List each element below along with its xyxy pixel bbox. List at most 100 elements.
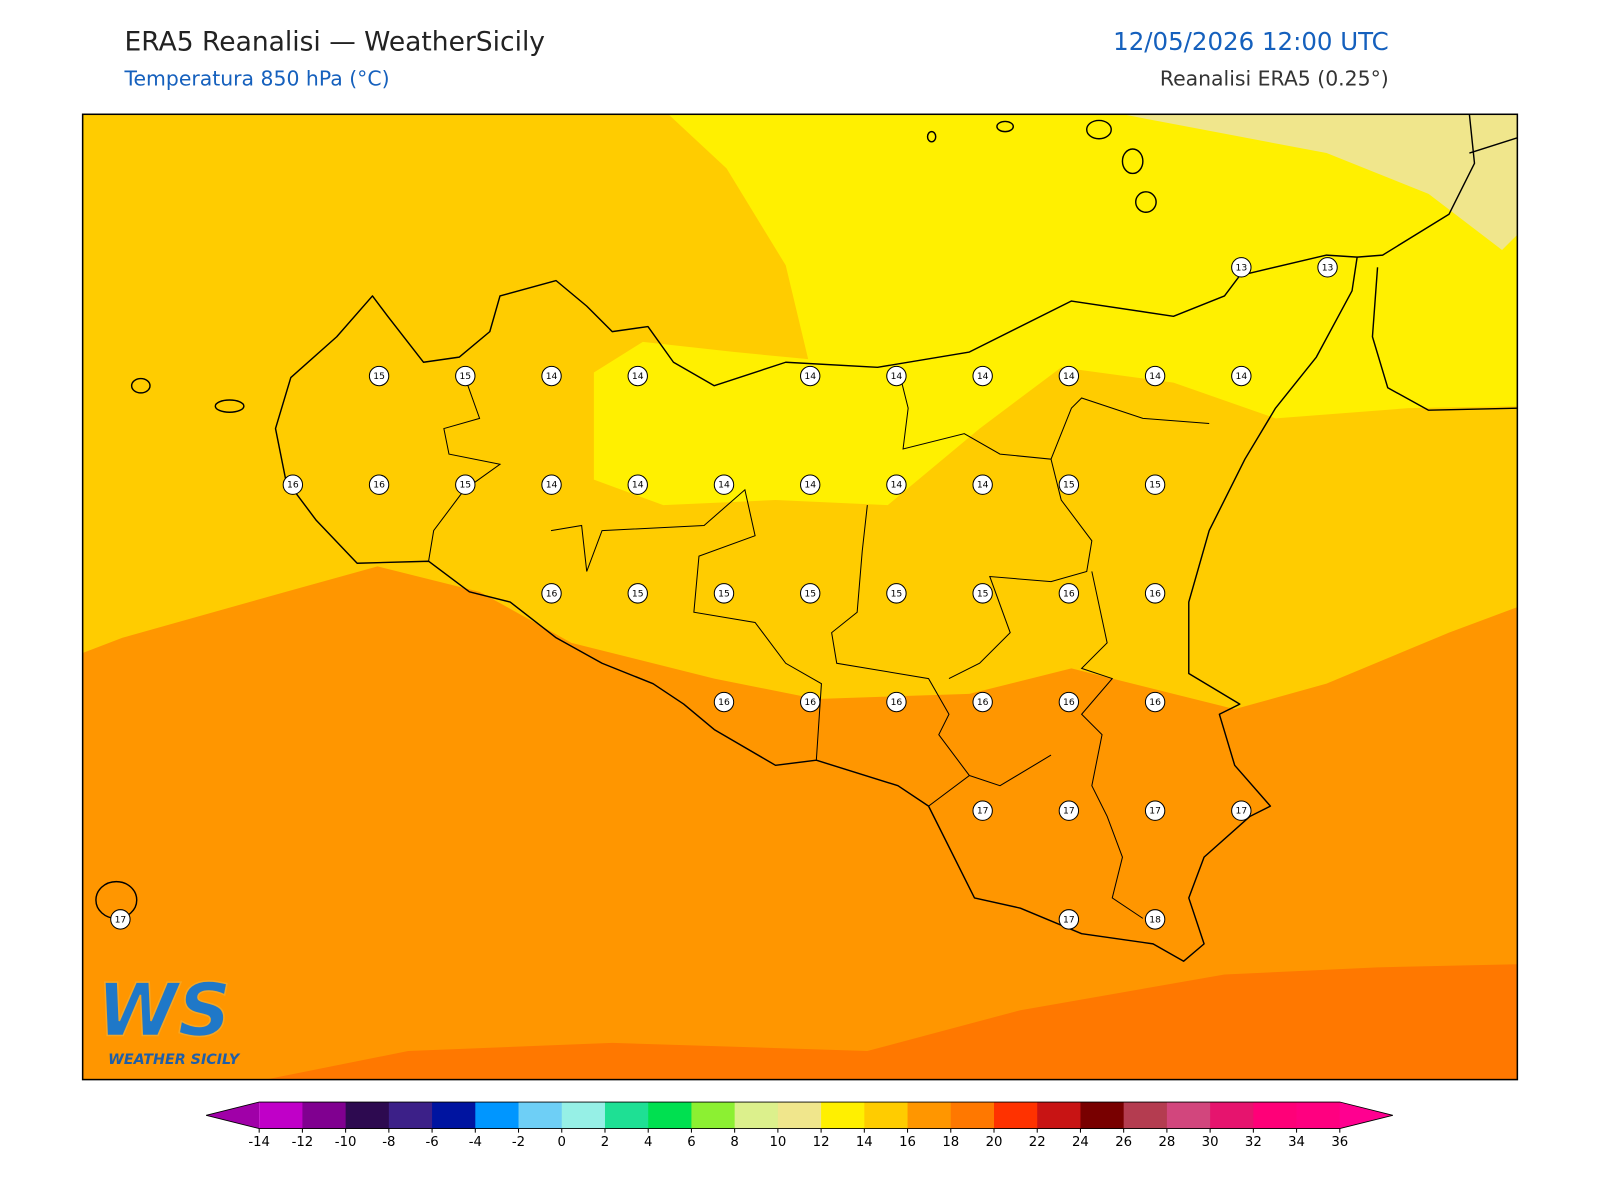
point-label: 14 (546, 480, 558, 491)
colorbar-segment (907, 1102, 952, 1129)
point-label: 15 (718, 588, 730, 599)
colorbar-segment (518, 1102, 563, 1129)
colorbar-tick-label: 30 (1202, 1135, 1219, 1150)
colorbar-tick-label: 6 (687, 1135, 695, 1150)
colorbar-tick-label: 32 (1245, 1135, 1262, 1150)
point-label: 14 (977, 371, 989, 382)
label-circle (713, 691, 735, 713)
colorbar-segment (432, 1102, 476, 1129)
label-circle (455, 474, 476, 495)
point-label: 17 (1063, 914, 1075, 925)
label-circle (1231, 800, 1252, 821)
label-circle (1144, 474, 1166, 495)
colorbar-tick-label: 34 (1288, 1135, 1305, 1150)
subtitle: Temperatura 850 hPa (°C) (123, 67, 389, 91)
island (926, 130, 937, 143)
label-circle (886, 691, 907, 713)
point-label: 16 (977, 697, 989, 708)
label-circle (627, 365, 648, 387)
colorbar-tick-label: 16 (899, 1135, 916, 1150)
temp-area (265, 964, 1518, 1080)
colorbar-segment (777, 1102, 822, 1129)
colorbar-tick-label: -10 (335, 1135, 357, 1150)
label-circle (455, 365, 476, 387)
point-label: 15 (459, 371, 471, 382)
point-label: 16 (1149, 697, 1161, 708)
colorbar-tick-label: 8 (730, 1135, 738, 1150)
point-label: 14 (1149, 371, 1161, 382)
colorbar-segment (1210, 1102, 1254, 1129)
colorbar-segment (259, 1102, 303, 1129)
label-circle (368, 365, 390, 387)
colorbar-segment (1296, 1102, 1341, 1129)
label-circle (541, 474, 562, 495)
point-label: 17 (977, 806, 989, 817)
colorbar-tick-label: 18 (942, 1135, 959, 1150)
label-circle (886, 583, 907, 604)
colorbar-tick-label: -14 (248, 1135, 270, 1150)
label-circle (1058, 909, 1080, 930)
colorbar-segment (345, 1102, 390, 1129)
point-label: 14 (546, 371, 558, 382)
point-label: 16 (1149, 588, 1161, 599)
label-circle (1058, 691, 1080, 713)
island (996, 120, 1014, 133)
point-label: 14 (632, 371, 644, 382)
label-circle (1058, 583, 1080, 604)
title: ERA5 Reanalisi — WeatherSicily (124, 26, 545, 57)
colorbar-tick-label: -8 (382, 1135, 395, 1150)
point-label: 13 (1322, 262, 1334, 273)
island (1121, 148, 1144, 175)
point-label: 15 (1063, 480, 1075, 491)
point-label: 15 (632, 588, 644, 599)
colorbar-tick-label: 26 (1115, 1135, 1132, 1150)
label-circle (541, 365, 562, 387)
point-label: 14 (1235, 371, 1247, 382)
label-circle (972, 691, 993, 713)
point-label: 17 (1063, 806, 1075, 817)
island (214, 399, 245, 413)
label-circle (972, 583, 993, 604)
label-circle (800, 365, 821, 387)
colorbar-segment (1080, 1102, 1125, 1129)
label-circle (282, 474, 304, 495)
label-circle (627, 583, 648, 604)
point-label: 15 (977, 588, 989, 599)
point-label: 14 (804, 480, 816, 491)
label-circle (1058, 474, 1080, 495)
colorbar-tick-label: -2 (512, 1135, 525, 1150)
colorbar-tick-label: 10 (769, 1135, 786, 1150)
island (130, 377, 151, 394)
point-label: 15 (1149, 480, 1161, 491)
point-label: 17 (1235, 806, 1247, 817)
point-label: 13 (1235, 262, 1247, 273)
point-label: 14 (1063, 371, 1075, 382)
logo: WS WEATHER SICILY (96, 968, 241, 1069)
point-label: 14 (891, 480, 903, 491)
colorbar-tick-label: 28 (1158, 1135, 1175, 1150)
point-label: 16 (373, 480, 385, 491)
colorbar-tick-label: 24 (1072, 1135, 1089, 1150)
datetime: 12/05/2026 12:00 UTC (1113, 27, 1389, 56)
colorbar-segment (734, 1102, 779, 1129)
label-circle (541, 583, 562, 604)
label-circle (1058, 800, 1080, 821)
colorbar-segment (691, 1102, 736, 1129)
colorbar-segment (821, 1102, 865, 1129)
colorbar-segment (475, 1102, 520, 1129)
colorbar-tick-label: -4 (469, 1135, 482, 1150)
colorbar-segment (388, 1102, 433, 1129)
colorbar-segment (648, 1102, 692, 1129)
point-label: 14 (977, 480, 989, 491)
label-circle (972, 800, 993, 821)
label-circle (1231, 365, 1252, 387)
colorbar-segment (950, 1102, 995, 1129)
colorbar-segment (1123, 1102, 1168, 1129)
colorbar-tick-label: -12 (292, 1135, 314, 1150)
colorbar-tick-label: 4 (644, 1135, 652, 1150)
point-label: 16 (1063, 697, 1075, 708)
point-label: 17 (1149, 806, 1161, 817)
point-label: 14 (804, 371, 816, 382)
